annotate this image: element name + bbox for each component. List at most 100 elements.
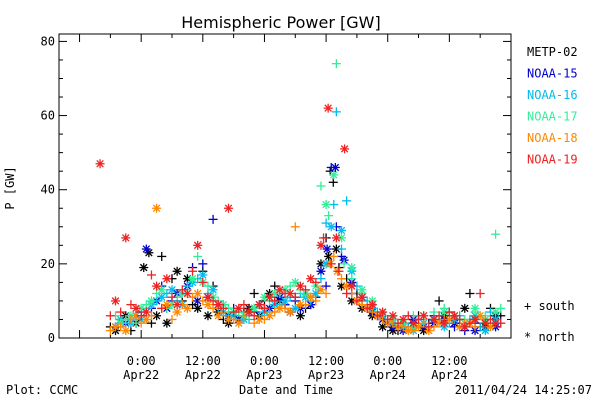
data-point-south <box>167 292 177 302</box>
data-point-north <box>357 292 367 302</box>
data-point-south <box>188 292 198 302</box>
data-point-south <box>337 244 346 254</box>
data-point-north <box>290 277 300 287</box>
data-point-south <box>496 303 506 313</box>
data-point-south <box>444 307 454 317</box>
data-point-north <box>439 318 449 328</box>
data-point-north <box>172 300 182 310</box>
data-point-south <box>372 311 382 321</box>
data-point-north <box>275 303 285 313</box>
data-point-north <box>347 281 357 291</box>
data-point-north <box>203 311 213 321</box>
legend-entry: METP-02 <box>527 45 578 59</box>
data-point-south <box>162 289 172 299</box>
data-point-north <box>131 303 141 313</box>
data-point-south <box>157 303 167 313</box>
data-point-north <box>337 225 346 235</box>
data-point-north <box>388 311 398 321</box>
data-point-north <box>182 289 192 299</box>
y-tick-label: 0 <box>48 331 55 345</box>
data-point-north <box>234 303 244 313</box>
data-point-south <box>270 296 280 306</box>
data-point-south <box>334 266 344 276</box>
data-point-south <box>239 311 249 321</box>
data-point-south <box>126 314 136 324</box>
data-point-south <box>485 314 495 324</box>
data-point-north <box>213 311 223 321</box>
data-point-north <box>254 300 264 310</box>
data-point-south <box>455 314 465 324</box>
data-point-north <box>275 285 285 295</box>
data-point-south <box>218 303 228 313</box>
data-point-north <box>203 300 213 310</box>
data-point-south <box>105 326 115 336</box>
x-tick-date-label: Apr22 <box>123 368 159 382</box>
data-point-south <box>193 251 203 261</box>
data-point-south <box>342 196 352 206</box>
data-point-north <box>213 300 223 310</box>
legend-entry: NOAA-19 <box>527 153 578 167</box>
data-point-north <box>208 285 218 295</box>
data-point-north <box>295 300 305 310</box>
data-point-north <box>408 318 418 328</box>
data-point-north <box>224 314 233 324</box>
data-point-north <box>475 311 485 321</box>
x-tick-date-label: Apr24 <box>431 368 467 382</box>
data-point-north <box>162 318 172 328</box>
data-point-north <box>234 318 244 328</box>
data-point-south <box>208 214 218 224</box>
data-point-north <box>491 318 501 328</box>
data-point-south <box>249 311 259 321</box>
y-tick-label: 80 <box>41 34 55 48</box>
data-point-south <box>290 292 300 302</box>
data-point-north <box>306 274 316 284</box>
data-point-south <box>383 314 393 324</box>
data-point-north <box>378 307 388 317</box>
data-point-north <box>470 314 480 324</box>
x-tick-time-label: 12:00 <box>431 354 467 368</box>
data-point-north <box>162 300 172 310</box>
data-point-north <box>152 203 162 213</box>
x-tick-time-label: 0:00 <box>127 354 156 368</box>
data-point-north <box>265 292 275 302</box>
data-point-south <box>177 285 187 295</box>
data-point-north <box>141 244 151 254</box>
data-point-north <box>323 103 333 113</box>
data-point-north <box>295 281 305 291</box>
data-point-south <box>475 289 485 299</box>
data-point-south <box>167 314 177 324</box>
data-point-south <box>105 311 115 321</box>
data-point-north <box>249 303 259 313</box>
y-axis-label: P [GW] <box>3 166 17 209</box>
data-point-south <box>319 233 329 243</box>
data-point-north <box>347 263 357 273</box>
data-point-south <box>136 311 146 321</box>
data-point-north <box>321 200 331 210</box>
x-tick-date-label: Apr22 <box>185 368 221 382</box>
data-point-north <box>121 326 131 336</box>
data-point-south <box>146 270 156 280</box>
legend-entry: NOAA-18 <box>527 131 578 145</box>
data-point-north <box>157 285 167 295</box>
y-tick-label: 20 <box>41 257 55 271</box>
data-point-north <box>254 314 264 324</box>
data-point-south <box>208 296 218 306</box>
data-point-north <box>162 274 172 284</box>
data-point-south <box>434 311 444 321</box>
data-point-north <box>460 322 470 332</box>
x-tick-time-label: 12:00 <box>308 354 344 368</box>
data-point-south <box>270 307 280 317</box>
x-axis-label: Date and Time <box>239 383 333 397</box>
data-point-south <box>342 289 352 299</box>
data-point-north <box>357 285 367 295</box>
data-point-south <box>239 300 249 310</box>
legend-entry: NOAA-15 <box>527 67 578 81</box>
data-point-south <box>259 303 269 313</box>
data-point-south <box>290 222 300 232</box>
data-point-south <box>198 259 208 269</box>
data-point-north <box>244 307 254 317</box>
data-point-north <box>480 318 490 328</box>
marker-legend-entry: * north <box>524 330 575 344</box>
data-point-north <box>265 311 275 321</box>
